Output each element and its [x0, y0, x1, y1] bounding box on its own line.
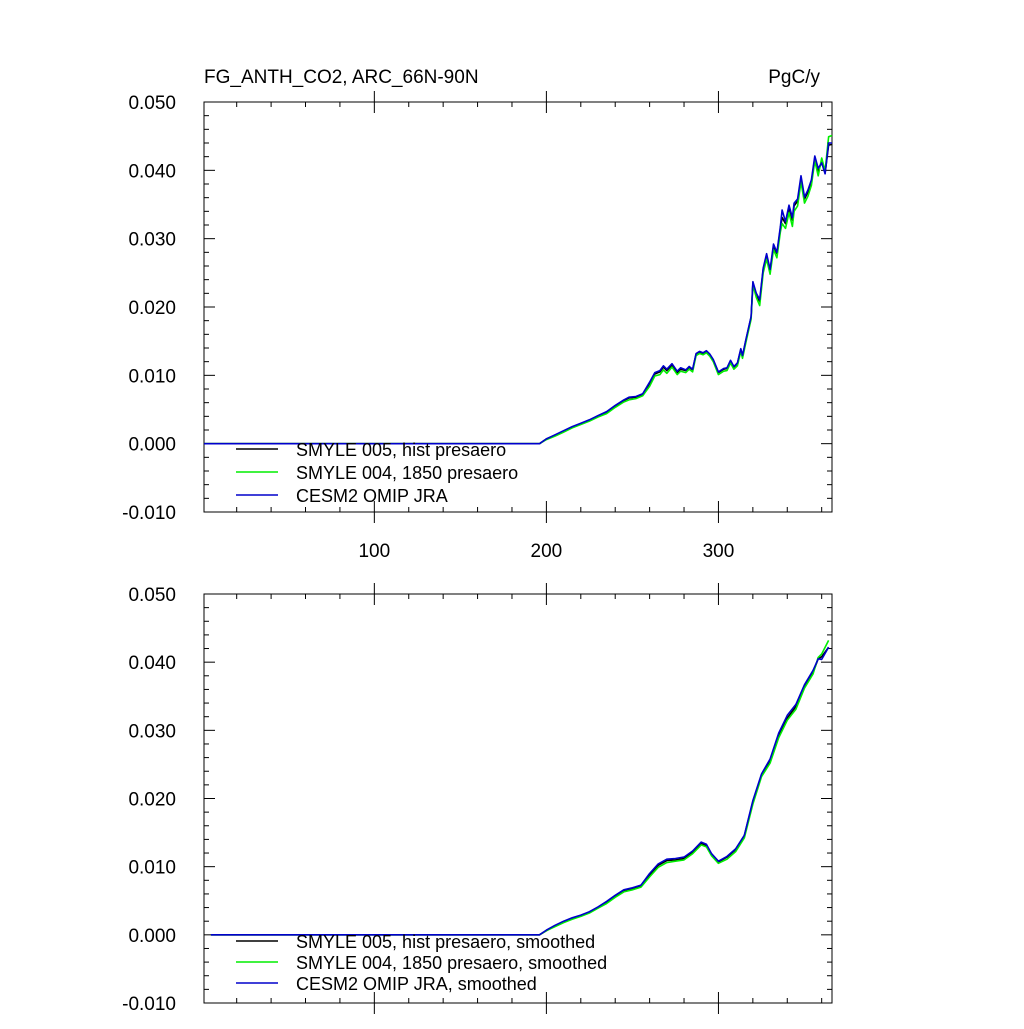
y-tick-label: 0.040: [128, 653, 176, 674]
y-tick-label: 0.030: [128, 230, 176, 251]
bottom-panel: -0.010 0.000 0.010 0.020 0.030 0.040 0.050 SMYL…: [122, 583, 833, 1015]
legend-label: SMYLE 005, hist presaero, smoothed: [296, 932, 595, 952]
y-tick-label: 0.020: [128, 298, 176, 319]
y-tick-label: 0.010: [128, 366, 176, 387]
y-tick-label: 0.020: [128, 790, 176, 811]
y-tick-label: 0.000: [128, 926, 176, 947]
y-tick-label: -0.010: [122, 503, 176, 524]
x-tick-label: 100: [358, 541, 390, 562]
minor-ticks: [204, 102, 832, 512]
legend: SMYLE 005, hist presaero, smoothedSMYLE …: [236, 932, 607, 994]
series-line-2: [210, 646, 830, 936]
series-line-0: [204, 143, 833, 445]
legend-label: CESM2 OMIP JRA, smoothed: [296, 974, 537, 994]
plot-frame: [203, 593, 833, 1004]
y-tick-label: 0.050: [128, 585, 176, 606]
y-tick-label: 0.000: [128, 435, 176, 456]
minor-ticks: [204, 594, 832, 1003]
y-tick-label: -0.010: [122, 994, 176, 1015]
legend-label: SMYLE 004, 1850 presaero: [296, 463, 518, 483]
chart-title: FG_ANTH_CO2, ARC_66N-90N: [204, 67, 479, 88]
x-tick-label: 300: [703, 541, 735, 562]
y-tick-label: 0.050: [128, 93, 176, 114]
legend-label: SMYLE 004, 1850 presaero, smoothed: [296, 953, 607, 973]
legend: SMYLE 005, hist presaero SMYLE 004, 1850 …: [236, 440, 518, 506]
series-line-1: [204, 134, 833, 445]
series-line-0: [210, 646, 830, 936]
series-line-2: [204, 142, 832, 445]
y-tick-label: 0.040: [128, 161, 176, 182]
series-line-1: [210, 640, 830, 936]
plot-frame: [203, 101, 833, 513]
units-label: PgC/y: [768, 67, 820, 88]
legend-label: CESM2 OMIP JRA: [296, 486, 448, 506]
top-panel: FG_ANTH_CO2, ARC_66N-90N PgC/y 100 200 300 -0…: [122, 67, 833, 562]
y-tick-label: 0.010: [128, 858, 176, 879]
legend-label: SMYLE 005, hist presaero: [296, 440, 506, 460]
y-tick-label: 0.030: [128, 721, 176, 742]
x-tick-label: 200: [531, 541, 563, 562]
